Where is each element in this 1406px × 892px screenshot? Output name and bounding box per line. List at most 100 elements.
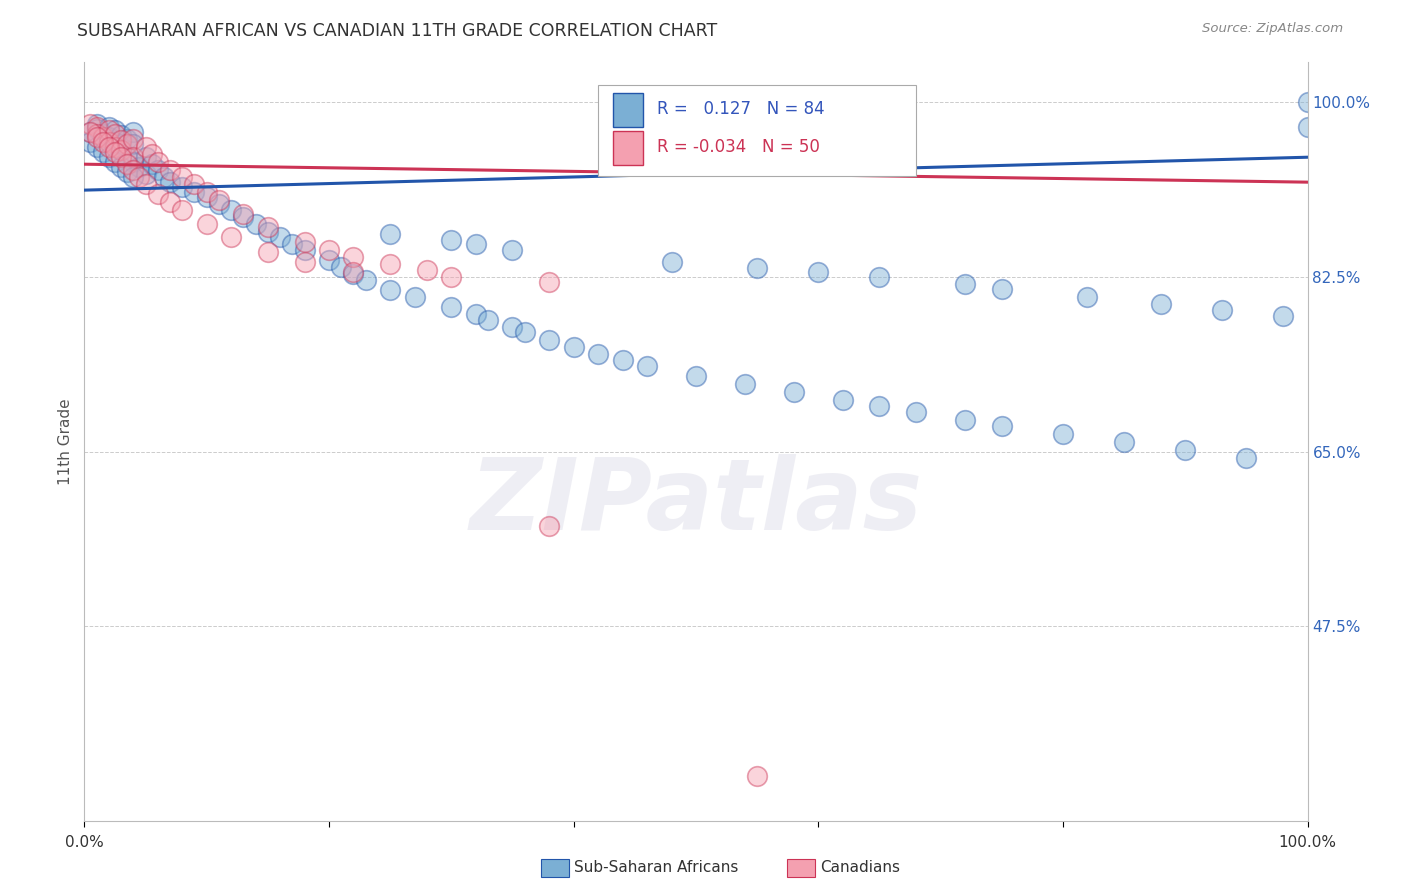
- Point: [1296, 95, 1319, 110]
- Point: [636, 359, 658, 373]
- Point: [110, 137, 132, 152]
- Point: [232, 207, 254, 221]
- Point: [464, 237, 486, 252]
- Point: [783, 384, 806, 399]
- Point: [115, 150, 138, 164]
- Point: [159, 163, 181, 178]
- Point: [380, 227, 402, 241]
- Point: [380, 283, 402, 297]
- Point: [183, 185, 205, 199]
- Point: [159, 175, 181, 189]
- Point: [104, 135, 127, 149]
- Point: [122, 150, 145, 164]
- Text: R = -0.034   N = 50: R = -0.034 N = 50: [657, 138, 820, 156]
- Point: [146, 163, 169, 178]
- Point: [97, 150, 120, 164]
- Point: [97, 120, 120, 135]
- Point: [1114, 434, 1136, 449]
- Point: [538, 275, 561, 289]
- Point: [991, 282, 1014, 296]
- Point: [91, 135, 114, 149]
- Point: [172, 203, 194, 218]
- Point: [734, 376, 756, 391]
- Point: [141, 147, 163, 161]
- Point: [905, 404, 928, 418]
- Point: [869, 269, 891, 284]
- Point: [110, 133, 132, 147]
- Point: [110, 150, 132, 164]
- Point: [380, 257, 402, 271]
- Point: [110, 128, 132, 143]
- Point: [440, 300, 463, 314]
- Text: SUBSAHARAN AFRICAN VS CANADIAN 11TH GRADE CORRELATION CHART: SUBSAHARAN AFRICAN VS CANADIAN 11TH GRAD…: [77, 22, 717, 40]
- Point: [232, 210, 254, 224]
- Point: [1076, 290, 1098, 304]
- Point: [135, 177, 157, 191]
- Point: [104, 140, 127, 154]
- Point: [115, 137, 138, 152]
- Point: [104, 155, 127, 169]
- Point: [104, 128, 127, 142]
- Point: [79, 125, 101, 139]
- Point: [991, 418, 1014, 433]
- Point: [195, 217, 218, 231]
- Point: [122, 155, 145, 169]
- Point: [141, 157, 163, 171]
- Point: [159, 195, 181, 210]
- Point: [562, 340, 585, 354]
- Point: [342, 265, 364, 279]
- Point: [104, 123, 127, 137]
- Point: [1150, 297, 1173, 311]
- Point: [115, 157, 138, 171]
- Point: [685, 368, 707, 383]
- Point: [115, 165, 138, 179]
- Text: R =   0.127   N = 84: R = 0.127 N = 84: [657, 101, 824, 119]
- Point: [97, 130, 120, 145]
- FancyBboxPatch shape: [598, 85, 917, 177]
- Y-axis label: 11th Grade: 11th Grade: [58, 398, 73, 485]
- Point: [318, 252, 340, 267]
- Point: [135, 150, 157, 164]
- Point: [79, 135, 101, 149]
- Point: [219, 203, 242, 218]
- Point: [1236, 450, 1258, 465]
- Point: [1211, 302, 1233, 317]
- Point: [294, 235, 316, 249]
- FancyBboxPatch shape: [613, 130, 644, 165]
- Point: [464, 307, 486, 321]
- Point: [612, 352, 634, 367]
- Point: [294, 255, 316, 269]
- Point: [79, 125, 101, 139]
- Point: [281, 237, 304, 252]
- Point: [115, 132, 138, 146]
- Point: [513, 325, 536, 339]
- Point: [122, 132, 145, 146]
- Point: [502, 319, 524, 334]
- Point: [502, 243, 524, 257]
- Point: [135, 140, 157, 154]
- Point: [538, 333, 561, 347]
- Point: [128, 170, 150, 185]
- Point: [183, 177, 205, 191]
- Point: [245, 217, 267, 231]
- Point: [953, 277, 976, 291]
- Point: [586, 347, 609, 361]
- Point: [135, 167, 157, 181]
- Point: [416, 263, 439, 277]
- Point: [440, 269, 463, 284]
- Point: [294, 243, 316, 257]
- Point: [91, 145, 114, 160]
- Point: [86, 128, 108, 142]
- Point: [128, 160, 150, 174]
- Point: [110, 143, 132, 157]
- Point: [318, 243, 340, 257]
- Point: [79, 117, 101, 131]
- Point: [172, 180, 194, 194]
- Point: [1296, 120, 1319, 135]
- Point: [1174, 442, 1197, 457]
- Point: [747, 260, 769, 275]
- Point: [86, 120, 108, 135]
- Point: [661, 255, 683, 269]
- Text: ZIPatlas: ZIPatlas: [470, 454, 922, 550]
- Point: [869, 399, 891, 413]
